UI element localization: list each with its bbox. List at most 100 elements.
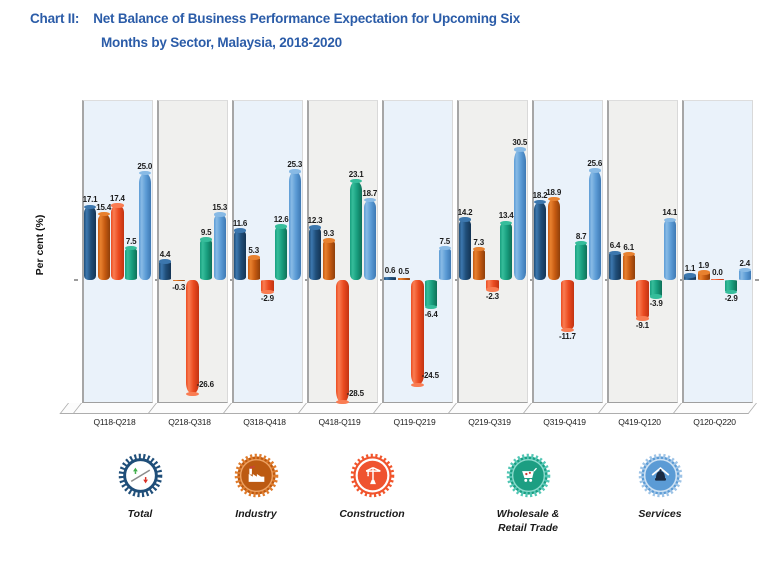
bar-cap [308, 225, 322, 230]
bar [383, 277, 397, 280]
axis-floor-segment [597, 403, 682, 414]
bar-cap [547, 196, 560, 202]
bar-cap [649, 294, 663, 299]
construction-icon [350, 453, 394, 498]
bar-value-label: 25.0 [137, 161, 153, 171]
bar-cap [322, 238, 335, 243]
bar-cap [438, 245, 451, 251]
bar-value-label: 30.5 [512, 137, 528, 147]
bar-value-label: -9.1 [635, 321, 649, 331]
bar [349, 178, 363, 280]
bar-value-label: -28.5 [346, 388, 364, 398]
bar-cap [697, 270, 710, 275]
bar-value-label: 8.7 [575, 231, 587, 241]
legend-item-construction: Construction [314, 452, 430, 522]
legend: Total Industry Construction Wholesale & Ret… [0, 448, 782, 568]
bar-value-label: -11.7 [558, 332, 576, 342]
bar-cap [233, 228, 247, 233]
legend-item-services: Services [602, 452, 718, 522]
bar-value-label: 9.3 [323, 229, 334, 238]
bar-value-label: 18.2 [532, 190, 548, 200]
wholesale-retail-icon [506, 453, 550, 498]
bar [608, 250, 622, 280]
bar-cap [513, 147, 526, 152]
bar-value-label: -2.9 [260, 294, 274, 304]
bar-value-label: 0.5 [398, 266, 409, 276]
bar-cap [261, 289, 274, 295]
bar [649, 280, 663, 299]
bar-value-label: 7.5 [439, 236, 451, 246]
x-axis-label: Q118-Q218 [93, 417, 136, 427]
bar-value-label: 25.6 [587, 158, 603, 168]
bar [486, 280, 499, 292]
bar [138, 170, 151, 280]
bar-cap [213, 212, 226, 217]
bar-cap [424, 304, 438, 310]
axis-floor-segment [297, 403, 382, 414]
bar-value-label: 1.1 [684, 264, 696, 274]
bar-cap [458, 217, 472, 222]
legend-icon-wrap [470, 452, 586, 502]
bar [274, 224, 288, 280]
bar-value-label: -2.9 [724, 294, 738, 304]
bar-value-label: 2.4 [739, 258, 751, 268]
bar-value-label: 18.9 [546, 187, 562, 197]
bar [83, 204, 97, 280]
bar [247, 255, 260, 280]
bar-value-label: 6.1 [623, 242, 634, 252]
bar-cap [97, 211, 110, 217]
legend-icon-wrap [314, 452, 430, 502]
axis-floor-segment [447, 403, 532, 414]
bar [411, 280, 424, 388]
bar [288, 169, 301, 280]
bar [158, 259, 172, 280]
bar-value-label: 15.3 [212, 203, 228, 213]
bar [438, 245, 451, 280]
legend-item-total: Total [82, 452, 198, 522]
bar-value-label: 23.1 [348, 169, 364, 179]
bar-value-label: 7.5 [125, 236, 137, 246]
bar-value-label: -6.4 [424, 309, 438, 319]
axis-floor-segment [372, 403, 457, 414]
bar [213, 212, 226, 280]
bar-value-label: -3.9 [649, 298, 663, 308]
bar [199, 237, 213, 280]
legend-label: Wholesale & Retail Trade [496, 508, 560, 534]
bar [261, 280, 274, 295]
bar-value-label: 7.3 [473, 237, 484, 247]
bar-value-label: 17.4 [110, 194, 125, 204]
legend-item-industry: Industry [198, 452, 314, 522]
chart-title: Chart II: Net Balance of Business Perform… [30, 7, 520, 55]
x-axis-label: Q318-Q418 [243, 417, 286, 427]
bar-cap [499, 220, 513, 226]
bar [547, 196, 560, 280]
chart-number-label: Chart II: [30, 11, 80, 26]
bar-cap [247, 255, 260, 260]
bar [663, 217, 676, 280]
bar-cap [622, 251, 635, 257]
bar-cap [411, 382, 424, 388]
bar-cap [472, 246, 485, 252]
bar-cap [199, 237, 213, 242]
bar [424, 280, 438, 310]
bar-value-label: 14.2 [457, 207, 473, 217]
bar-value-label: 12.6 [273, 214, 289, 224]
bar [322, 238, 335, 280]
axis-floor-segment [672, 403, 757, 414]
bar-cap [349, 178, 363, 184]
bar-cap [486, 287, 499, 292]
legend-icon-wrap [82, 452, 198, 502]
axis-floor-segment [522, 403, 607, 414]
bar [622, 251, 635, 280]
bar-value-label: 13.4 [498, 211, 514, 221]
chart-title-line2: Months by Sector, Malaysia, 2018-2020 [101, 35, 342, 50]
bar-cap [158, 259, 172, 264]
bar-value-label: 14.1 [662, 208, 678, 218]
x-axis-label: Q119-Q219 [393, 417, 436, 427]
bar [711, 278, 724, 280]
bar [533, 199, 547, 280]
bar [172, 280, 185, 282]
bar-cap [588, 168, 601, 173]
bar [724, 280, 738, 295]
